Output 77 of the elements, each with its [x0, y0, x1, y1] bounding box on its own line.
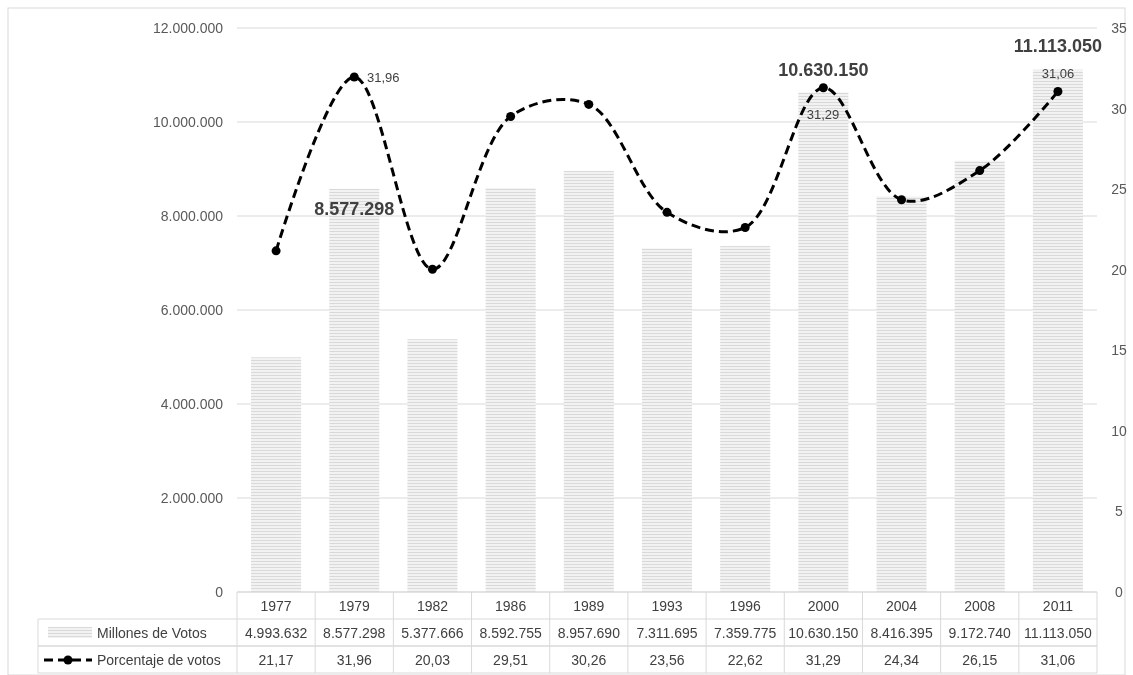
point — [506, 111, 516, 121]
y-tick-label: 8.000.000 — [160, 208, 224, 224]
data-label: 10.630.150 — [788, 625, 859, 641]
data-label: 20,03 — [414, 652, 451, 668]
y-tick-label: 12.000.000 — [152, 20, 224, 36]
data-label: 29,51 — [493, 652, 529, 668]
y-tick-label: 2.000.000 — [160, 490, 224, 506]
bar — [251, 357, 302, 592]
point — [584, 99, 594, 109]
y-tick-label: 0 — [215, 584, 224, 600]
point — [271, 246, 281, 256]
x-tick-label: 2000 — [807, 598, 840, 614]
bar — [1032, 69, 1083, 592]
data-label: 31,06 — [1040, 652, 1076, 668]
data-label: 8.592.755 — [479, 625, 542, 641]
bar — [798, 92, 849, 592]
x-tick-label: 1996 — [729, 598, 761, 614]
annotation: 31,96 — [367, 70, 400, 85]
point — [427, 264, 437, 274]
data-label: 23,56 — [649, 652, 685, 668]
data-label: 9.172.740 — [948, 625, 1012, 641]
data-label: 5.377.666 — [401, 625, 464, 641]
x-tick-label: 1993 — [651, 598, 683, 614]
data-label: 7.359.775 — [714, 625, 777, 641]
x-tick-label: 2008 — [964, 598, 996, 614]
bar — [876, 196, 927, 592]
data-label: 26,15 — [962, 652, 998, 668]
y2-tick-label: 10 — [1111, 422, 1127, 439]
annotation: 31,29 — [806, 107, 840, 122]
point — [1053, 86, 1063, 96]
data-label: 8.957.690 — [557, 625, 621, 641]
bar — [641, 248, 693, 592]
annotation: 8.577.298 — [314, 198, 395, 219]
x-tick-label: 1989 — [573, 598, 605, 614]
y2-tick-label: 35 — [1111, 20, 1127, 36]
point — [975, 166, 985, 176]
bar — [954, 160, 1005, 592]
y-tick-label: 10.000.000 — [152, 114, 224, 130]
x-tick-label: 1986 — [495, 598, 527, 614]
legend-label: Porcentaje de votos — [97, 652, 221, 668]
y-tick-label: 4.000.000 — [160, 396, 224, 412]
annotation: 11.113.050 — [1013, 35, 1102, 56]
y2-tick-label: 15 — [1111, 342, 1127, 359]
data-label: 22,62 — [727, 652, 763, 668]
point — [740, 223, 750, 232]
bar — [563, 170, 614, 592]
y2-tick-label: 5 — [1115, 503, 1124, 520]
x-tick-label: 1977 — [260, 598, 292, 614]
bar — [485, 188, 536, 592]
annotation: 31,06 — [1041, 66, 1075, 81]
y2-tick-label: 20 — [1111, 261, 1127, 278]
y2-tick-label: 25 — [1111, 181, 1127, 198]
y-tick-label: 6.000.000 — [160, 302, 224, 318]
data-label: 30,26 — [571, 652, 607, 668]
x-tick-label: 2011 — [1042, 598, 1074, 614]
point — [897, 195, 907, 205]
y2-tick-label: 30 — [1111, 100, 1127, 117]
x-tick-label: 2004 — [885, 598, 918, 614]
data-label: 31,96 — [336, 652, 372, 668]
legend-label: Millones de Votos — [97, 625, 207, 641]
y2-tick-label: 0 — [1115, 584, 1124, 600]
point — [818, 83, 828, 93]
point — [349, 72, 359, 82]
data-label: 7.311.695 — [636, 625, 698, 641]
data-label: 21,17 — [258, 652, 294, 668]
data-label: 24,34 — [884, 652, 920, 668]
x-tick-label: 1979 — [338, 598, 371, 614]
bar — [720, 246, 771, 592]
data-label: 11.113.050 — [1023, 625, 1093, 641]
data-label: 8.416.395 — [870, 625, 933, 641]
data-label: 31,29 — [805, 652, 842, 668]
data-label: 4.993.632 — [244, 625, 308, 641]
point — [662, 207, 672, 217]
x-tick-label: 1982 — [416, 598, 449, 614]
annotation: 10.630.150 — [778, 60, 869, 81]
data-label: 8.577.298 — [323, 625, 386, 641]
bar — [407, 339, 458, 592]
